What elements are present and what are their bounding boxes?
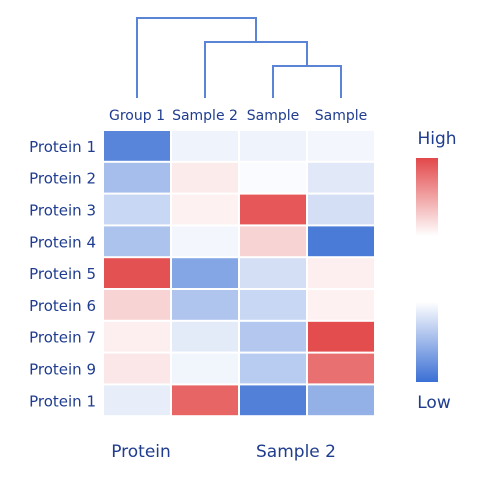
heatmap-cell [308,385,374,416]
heatmap-cell [240,226,306,257]
heatmap-cell [104,258,170,288]
colorbar-low-gradient [416,302,438,382]
dendrogram-branch [136,17,257,98]
column-label: Sample 2 [172,108,238,124]
colorbar: High Low [416,129,457,413]
heatmap-cell [308,226,374,257]
heatmap-cell [240,258,306,288]
heatmap-cell [240,194,306,225]
row-label: Protein 7 [29,329,96,347]
heatmap-cell [104,385,170,416]
heatmap-cell [104,321,170,352]
heatmap-cell [308,131,374,161]
heatmap-cell [240,353,306,384]
heatmap-cell [104,194,170,225]
bottom-label-right: Sample 2 [256,442,336,462]
heatmap-cell [172,194,238,225]
heatmap-cell [240,290,306,320]
heatmap-cell [308,162,374,193]
heatmap-cell [104,353,170,384]
colorbar-low-label: Low [417,393,451,413]
heatmap-cell [240,162,306,193]
row-label: Protein 6 [29,297,96,315]
row-labels: Protein 1 Protein 2 Protein 3 Protein 4 Prot… [29,138,96,410]
heatmap-cell [172,385,238,416]
heatmap-cell [172,321,238,352]
bottom-label-left: Protein [111,442,171,462]
dendrogram-branch [272,65,342,98]
heatmap-cell [172,131,238,161]
row-label: Protein 5 [29,265,96,283]
heatmap-cell [240,131,306,161]
heatmap-cell [308,321,374,352]
heatmap-cell [240,385,306,416]
column-label: Sample [315,108,368,124]
dendrogram-branch [204,41,308,98]
heatmap-cells [104,131,374,416]
heatmap-cell [104,226,170,257]
heatmap-cell [104,290,170,320]
column-labels: Group 1 Sample 2 Sample Sample [109,108,367,124]
heatmap-cell [172,258,238,288]
row-label: Protein 1 [29,138,96,156]
heatmap-cell [308,353,374,384]
heatmap-cell [240,321,306,352]
row-label: Protein 4 [29,233,96,251]
row-label: Protein 2 [29,170,96,188]
heatmap-cell [172,162,238,193]
heatmap-cell [104,162,170,193]
column-dendrogram [136,17,342,98]
column-label: Sample [247,108,300,124]
row-label: Protein 3 [29,202,96,220]
heatmap-cell [104,131,170,161]
colorbar-high-gradient [416,158,438,236]
heatmap-cell [172,353,238,384]
colorbar-high-label: High [417,129,456,149]
row-label: Protein 9 [29,361,96,379]
heatmap-cell [172,226,238,257]
heatmap-cell [308,194,374,225]
heatmap-cell [172,290,238,320]
column-label: Group 1 [109,108,165,124]
heatmap-cell [308,258,374,288]
row-label: Protein 1 [29,392,96,410]
heatmap-cell [308,290,374,320]
